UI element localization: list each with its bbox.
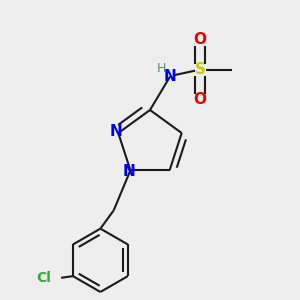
Text: O: O xyxy=(194,92,206,107)
Text: N: N xyxy=(122,164,135,179)
Text: N: N xyxy=(164,69,176,84)
Text: S: S xyxy=(194,62,206,77)
Text: N: N xyxy=(109,124,122,139)
Text: H: H xyxy=(157,62,166,75)
Text: O: O xyxy=(194,32,206,47)
Text: Cl: Cl xyxy=(36,271,51,285)
